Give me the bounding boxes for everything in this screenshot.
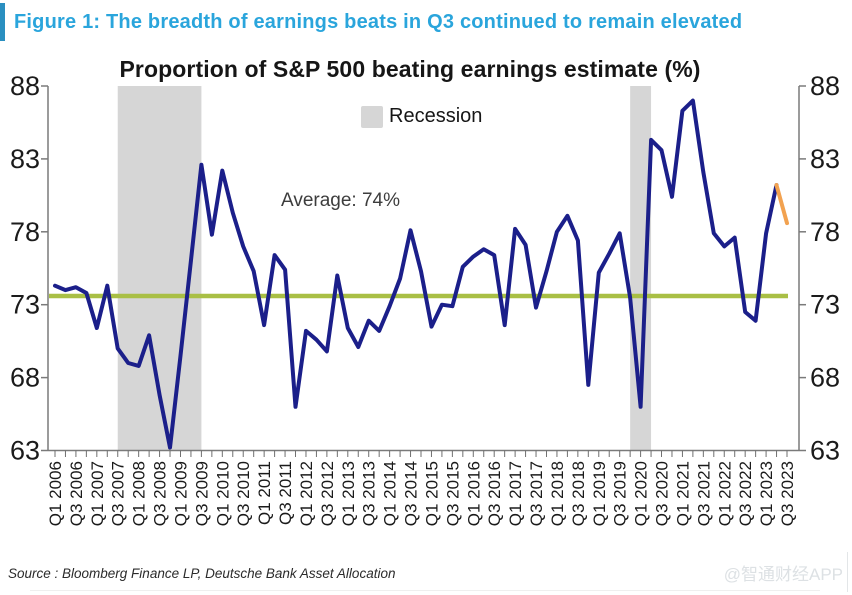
y-axis-tick-label-left: 83 [10, 144, 40, 174]
x-axis-tick-label: Q1 2006 [46, 461, 65, 526]
x-axis-tick-label: Q1 2009 [171, 461, 190, 526]
y-axis-tick-label-left: 68 [10, 363, 40, 393]
x-axis-tick-label: Q3 2010 [234, 461, 253, 526]
y-axis-tick-label-right: 83 [810, 144, 840, 174]
x-axis-tick-label: Q1 2017 [506, 461, 525, 526]
right-hairline [847, 552, 848, 592]
y-axis-tick-label-right: 88 [810, 71, 840, 101]
x-axis-tick-label: Q3 2009 [192, 461, 211, 526]
watermark: @智通财经APP [723, 565, 843, 584]
x-axis-tick-label: Q1 2013 [339, 461, 358, 526]
x-axis-tick-label: Q1 2008 [130, 461, 149, 526]
y-axis-tick-label-right: 78 [810, 217, 840, 247]
x-axis-tick-label: Q3 2013 [360, 461, 379, 526]
y-axis-tick-label-left: 78 [10, 217, 40, 247]
y-axis-tick-label-right: 73 [810, 290, 840, 320]
x-axis-tick-label: Q3 2022 [736, 461, 755, 526]
x-axis-tick-label: Q1 2020 [632, 461, 651, 526]
x-axis-tick-label: Q3 2019 [611, 461, 630, 526]
bottom-hairline [30, 590, 820, 591]
x-axis-tick-label: Q3 2015 [443, 461, 462, 526]
legend-label: Recession [389, 105, 483, 127]
x-axis-tick-label: Q1 2021 [673, 461, 692, 526]
x-axis-tick-label: Q3 2021 [694, 461, 713, 526]
x-axis-tick-label: Q3 2011 [276, 461, 295, 525]
x-axis-tick-label: Q3 2008 [151, 461, 170, 526]
x-axis-tick-label: Q1 2016 [464, 461, 483, 526]
latest-quarter-segment [774, 183, 789, 226]
y-axis-tick-label-right: 68 [810, 363, 840, 393]
x-axis-tick-label: Q1 2007 [88, 461, 107, 526]
x-axis-tick-label: Q1 2019 [590, 461, 609, 526]
x-axis-tick-label: Q1 2011 [255, 461, 274, 525]
y-axis-tick-label-left: 88 [10, 71, 40, 101]
x-axis-tick-label: Q1 2023 [757, 461, 776, 526]
recession-bands [117, 86, 652, 451]
x-axis-tick-label: Q3 2007 [109, 461, 128, 526]
x-axis-tick-label: Q1 2010 [213, 461, 232, 526]
x-axis-tick-label: Q1 2022 [715, 461, 734, 526]
legend-swatch [361, 105, 383, 128]
y-axis-labels: 88 88 83 83 78 78 73 73 68 68 63 63 [10, 71, 840, 466]
figure-title: Figure 1: The breadth of earnings beats … [14, 10, 743, 33]
x-axis-tick-label: Q1 2014 [381, 461, 400, 526]
average-annotation: Average: 74% [281, 190, 401, 211]
x-axis-tick-label: Q3 2018 [569, 461, 588, 526]
x-axis-tick-label: Q3 2014 [402, 461, 421, 526]
x-axis-tick-label: Q1 2018 [548, 461, 567, 526]
x-axis-tick-label: Q3 2020 [653, 461, 672, 526]
x-axis-tick-label: Q3 2017 [527, 461, 546, 526]
y-axis-tick-label-right: 63 [810, 436, 840, 466]
figure-header: Figure 1: The breadth of earnings beats … [0, 3, 742, 41]
y-axis-tick-label-left: 63 [10, 436, 40, 466]
source-note: Source : Bloomberg Finance LP, Deutsche … [8, 566, 396, 581]
axes [47, 86, 800, 452]
x-axis: Q1 2006 Q3 2006 Q1 2007 Q3 2007 Q1 2008 Q3 20… [46, 450, 797, 526]
series-line [53, 98, 779, 450]
x-axis-tick-label: Q3 2023 [778, 461, 797, 526]
x-axis-tick-label: Q1 2012 [297, 461, 316, 526]
chart-title: Proportion of S&P 500 beating earnings e… [119, 56, 701, 82]
y-axis-tick-label-left: 73 [10, 290, 40, 320]
accent-bar [0, 3, 5, 41]
x-axis-tick-label: Q3 2016 [485, 461, 504, 526]
x-axis-tick-label: Q3 2012 [318, 461, 337, 526]
legend-recession: Recession [361, 105, 482, 128]
x-axis-tick-label: Q1 2015 [422, 461, 441, 526]
x-axis-tick-label: Q3 2006 [67, 461, 86, 526]
